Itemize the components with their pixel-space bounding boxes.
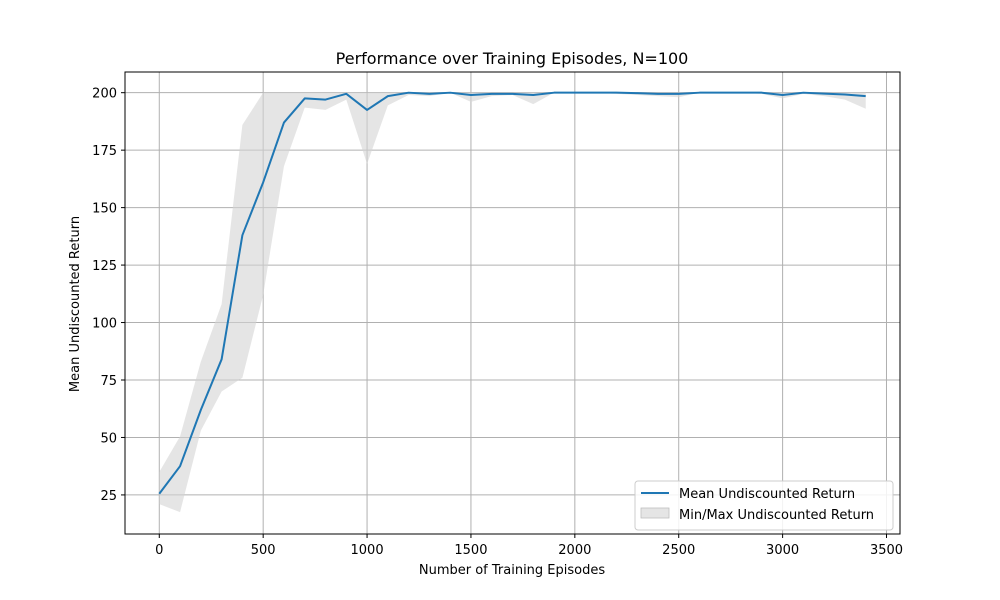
- y-tick-label: 125: [92, 259, 117, 274]
- y-axis-ticks: 25 50 75 100 125 150 175 200: [92, 87, 125, 504]
- y-tick-label: 175: [92, 144, 117, 159]
- y-tick-label: 200: [92, 87, 117, 102]
- x-tick-label: 2500: [662, 543, 695, 558]
- x-tick-label: 1000: [351, 543, 384, 558]
- x-tick-label: 1500: [454, 543, 487, 558]
- plot-frame: [124, 71, 901, 535]
- x-axis-label: Number of Training Episodes: [419, 563, 605, 578]
- line-layer: [158, 91, 866, 495]
- mean-return-line: [158, 91, 866, 495]
- y-tick-label: 50: [100, 431, 117, 446]
- x-axis-ticks: 0 500 1000 1500 2000 2500 3000 3500: [155, 534, 903, 558]
- legend: Mean Undiscounted Return Min/Max Undisco…: [634, 480, 894, 531]
- chart-title: Performance over Training Episodes, N=10…: [336, 49, 689, 68]
- x-tick-label: 2000: [558, 543, 591, 558]
- legend-label-minmax: Min/Max Undiscounted Return: [679, 508, 874, 523]
- legend-label-mean: Mean Undiscounted Return: [679, 487, 855, 502]
- y-axis-label: Mean Undiscounted Return: [68, 216, 83, 392]
- legend-band-swatch: [640, 507, 670, 519]
- y-tick-label: 25: [100, 489, 117, 504]
- y-tick-label: 150: [92, 202, 117, 217]
- y-tick-label: 100: [92, 317, 117, 332]
- x-tick-label: 3500: [870, 543, 903, 558]
- x-tick-label: 500: [251, 543, 276, 558]
- x-tick-label: 0: [155, 543, 163, 558]
- y-tick-label: 75: [100, 374, 117, 389]
- x-tick-label: 3000: [766, 543, 799, 558]
- legend-box: [634, 480, 894, 531]
